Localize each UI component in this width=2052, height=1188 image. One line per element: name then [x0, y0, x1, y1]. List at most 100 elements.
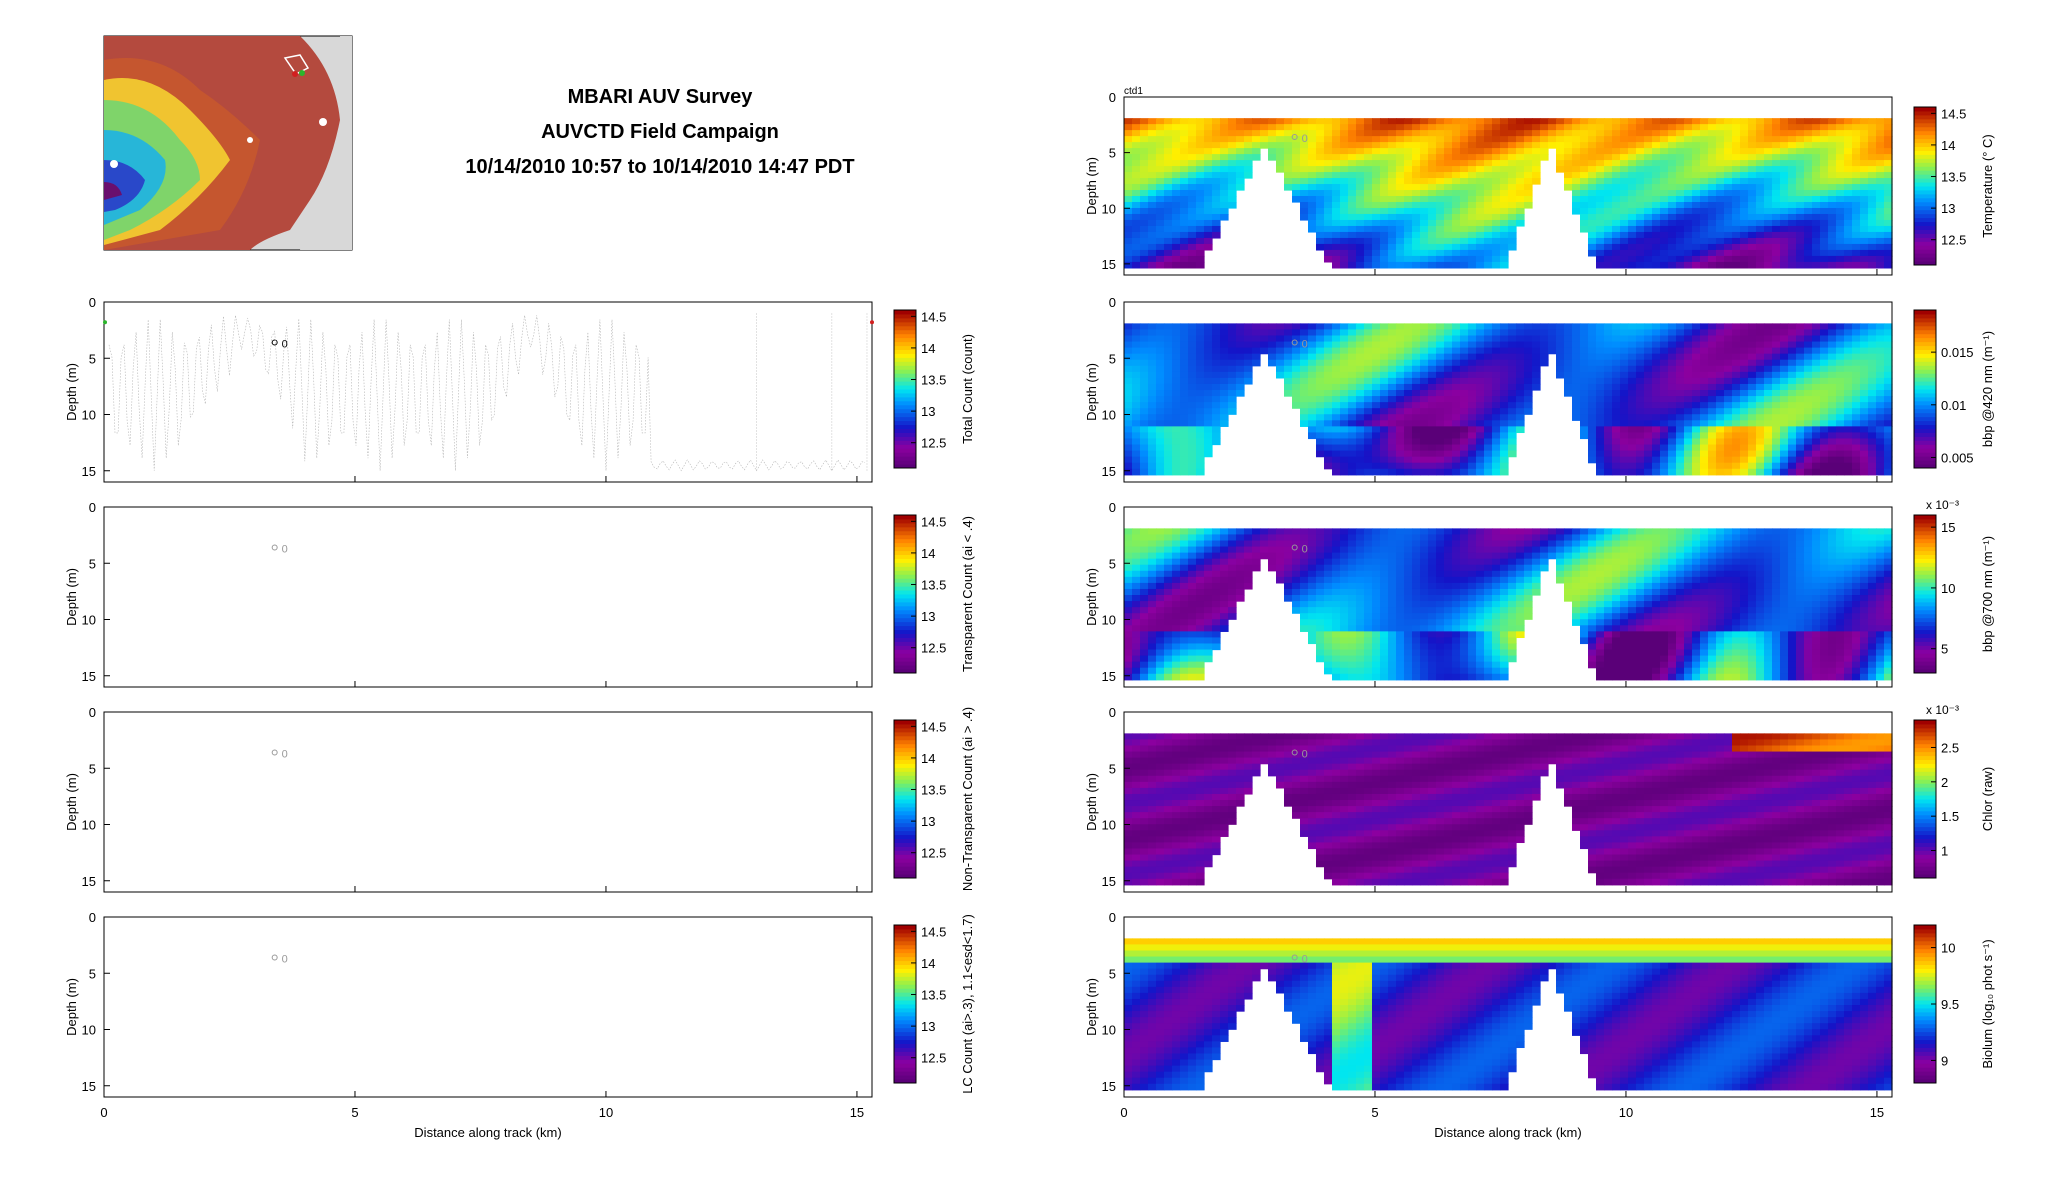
colorbar-swatch — [1914, 138, 1936, 144]
heatmap-cell — [1756, 432, 1765, 440]
heatmap-cell — [1780, 341, 1789, 349]
heatmap-cell — [1868, 456, 1877, 464]
heatmap-cell — [1796, 329, 1805, 337]
heatmap-cell — [1684, 154, 1693, 161]
heatmap-cell — [1660, 329, 1669, 337]
heatmap-cell — [1732, 255, 1741, 263]
colorbar-swatch — [894, 321, 916, 327]
heatmap-cell — [1756, 377, 1765, 385]
heatmap-cell — [1692, 371, 1701, 379]
heatmap-cell — [1636, 148, 1645, 155]
heatmap-cell — [1660, 353, 1669, 361]
heatmap-cell — [1660, 136, 1669, 143]
heatmap-cell — [1804, 172, 1813, 179]
heatmap-cell — [1644, 432, 1653, 440]
heatmap-cell — [1620, 160, 1629, 167]
heatmap-cell — [1364, 190, 1373, 197]
heatmap-cell — [1220, 371, 1229, 379]
heatmap-cell — [1580, 335, 1589, 343]
heatmap-cell — [1156, 450, 1165, 458]
heatmap-cell — [1764, 377, 1773, 385]
heatmap-cell — [1300, 323, 1309, 331]
heatmap-cell — [1356, 402, 1365, 409]
colorbar-swatch — [1914, 400, 1936, 406]
heatmap-cell — [1196, 552, 1205, 560]
heatmap-cell — [1412, 353, 1421, 361]
heatmap-cell — [1644, 347, 1653, 355]
heatmap-cell — [1420, 462, 1429, 470]
heatmap-cell — [1596, 184, 1605, 191]
heatmap-cell — [1420, 202, 1429, 209]
heatmap-cell — [1596, 414, 1605, 421]
heatmap-cell — [1604, 335, 1613, 343]
heatmap-cell — [1444, 329, 1453, 337]
heatmap-cell — [1148, 202, 1157, 209]
heatmap-cell — [1660, 249, 1669, 257]
heatmap-cell — [1820, 347, 1829, 355]
heatmap-cell — [1468, 184, 1477, 191]
heatmap-cell — [1380, 154, 1389, 161]
heatmap-cell — [1420, 426, 1429, 434]
heatmap-cell — [1876, 255, 1885, 263]
heatmap-cell — [1812, 202, 1821, 209]
colorbar-tick-label: 14.5 — [921, 309, 946, 324]
heatmap-cell — [1372, 184, 1381, 191]
heatmap-cell — [1380, 160, 1389, 167]
heatmap-cell — [1356, 166, 1365, 173]
heatmap-cell — [1724, 130, 1733, 137]
heatmap-cell — [1124, 255, 1133, 263]
heatmap-cell — [1372, 136, 1381, 143]
heatmap-cell — [1308, 118, 1317, 125]
heatmap-cell — [1228, 184, 1237, 191]
heatmap-cell — [1292, 196, 1301, 203]
heatmap-cell — [1868, 462, 1877, 470]
heatmap-cell — [1716, 207, 1725, 215]
heatmap-cell — [1340, 237, 1349, 245]
heatmap-cell — [1540, 124, 1549, 131]
heatmap-cell — [1148, 450, 1157, 458]
colorbar-swatch — [1914, 310, 1936, 315]
heatmap-cell — [1148, 190, 1157, 197]
heatmap-cell — [1452, 172, 1461, 179]
start-marker — [271, 749, 278, 756]
x-tick-label: 0 — [100, 1105, 107, 1120]
heatmap-cell — [1828, 237, 1837, 245]
heatmap-cell — [1780, 402, 1789, 409]
heatmap-cell — [1220, 323, 1229, 331]
heatmap-cell — [1804, 329, 1813, 337]
heatmap-cell — [1860, 178, 1869, 185]
heatmap-cell — [1316, 432, 1325, 440]
heatmap-cell — [1204, 588, 1213, 596]
heatmap-cell — [1260, 329, 1269, 337]
heatmap-cell — [1700, 377, 1709, 385]
heatmap-cell — [1676, 359, 1685, 367]
heatmap-cell — [1196, 582, 1205, 590]
heatmap-cell — [1780, 166, 1789, 173]
heatmap-cell — [1332, 154, 1341, 161]
heatmap-cell — [1308, 432, 1317, 440]
heatmap-cell — [1364, 243, 1373, 251]
heatmap-cell — [1188, 432, 1197, 440]
heatmap-cell — [1420, 166, 1429, 173]
heatmap-cell — [1412, 432, 1421, 440]
heatmap-cell — [1380, 243, 1389, 251]
heatmap-cell — [1148, 353, 1157, 361]
colorbar-swatch — [1914, 448, 1936, 453]
heatmap-cell — [1388, 148, 1397, 155]
heatmap-cell — [1196, 408, 1205, 415]
heatmap-cell — [1836, 450, 1845, 458]
heatmap-cell — [1820, 178, 1829, 185]
colorbar-swatch — [894, 550, 916, 555]
heatmap-cell — [1324, 184, 1333, 191]
heatmap-cell — [1700, 365, 1709, 373]
heatmap-cell — [1300, 142, 1309, 149]
heatmap-cell — [1876, 136, 1885, 143]
heatmap-cell — [1396, 438, 1405, 446]
heatmap-cell — [1540, 359, 1549, 367]
heatmap-cell — [1372, 359, 1381, 367]
heatmap-cell — [1612, 213, 1621, 221]
heatmap-cell — [1788, 371, 1797, 379]
